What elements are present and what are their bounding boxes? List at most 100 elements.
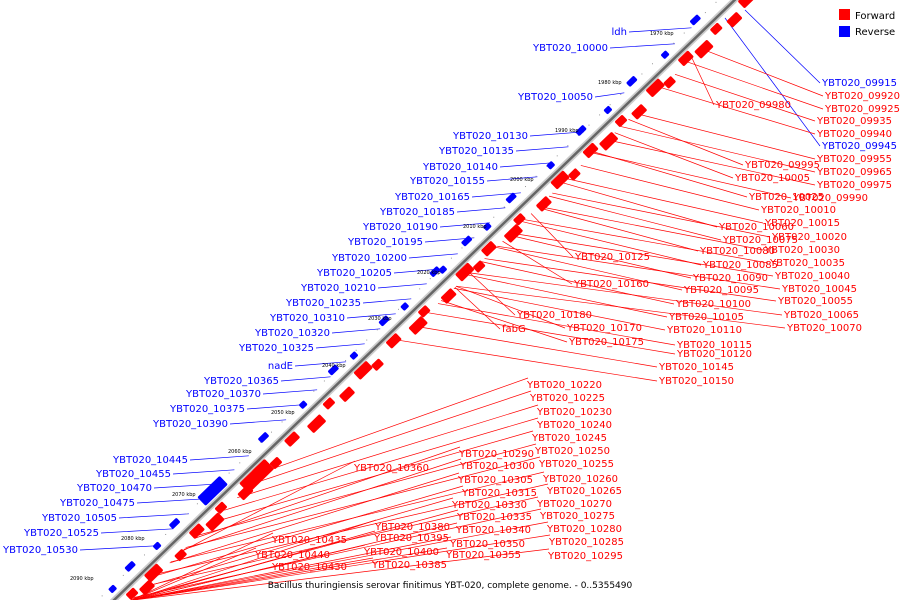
forward-gene	[205, 512, 225, 532]
forward-gene	[322, 397, 335, 410]
leader-line	[522, 221, 702, 266]
leader-line	[158, 483, 549, 574]
reverse-gene	[328, 364, 339, 376]
genome-caption: Bacillus thuringiensis serovar finitimus…	[268, 581, 633, 591]
forward-gene-label: YBT020_10225	[529, 393, 605, 404]
guide-dot	[165, 533, 167, 535]
forward-gene	[615, 115, 627, 127]
leader-line	[130, 559, 274, 600]
forward-gene	[481, 241, 497, 257]
leader-line	[497, 245, 781, 290]
forward-gene	[269, 457, 282, 469]
leader-line	[362, 298, 412, 304]
guide-dot	[419, 288, 421, 290]
leader-line	[130, 521, 549, 600]
reverse-gene-label: YBT020_10390	[152, 419, 228, 430]
guide-dot	[715, 1, 717, 3]
leader-line	[246, 404, 302, 410]
kbp-ticks: 1970 kbp 1980 kbp 1990 kbp 2000 kbp 2010 kbp…	[70, 31, 674, 582]
forward-gene	[144, 563, 163, 583]
reverse-gene-large	[197, 476, 228, 506]
forward-gene	[174, 549, 187, 562]
reverse-gene	[169, 518, 180, 529]
leader-line	[377, 283, 427, 289]
forward-gene	[646, 78, 665, 97]
leader-line	[691, 57, 715, 106]
guide-dot	[524, 186, 526, 188]
guide-dot	[355, 349, 357, 351]
guide-dot	[546, 165, 548, 167]
forward-gene-label: YBT020_10160	[573, 279, 649, 290]
leader-line	[136, 498, 205, 504]
leader-line	[661, 87, 816, 135]
forward-gene-label: YBT020_10350	[449, 539, 525, 550]
guide-dot	[228, 472, 230, 474]
leader-line	[562, 182, 718, 228]
reverse-gene-label: YBT020_10530	[2, 545, 78, 556]
guide-dot	[704, 12, 706, 14]
forward-gene-label: YBT020_10150	[658, 376, 734, 387]
leader-line	[185, 456, 541, 548]
forward-gene-label: YBT020_10080	[699, 246, 775, 257]
forward-gene-label: YBT020_10400	[363, 547, 439, 558]
forward-gene	[189, 523, 205, 539]
guide-dot	[281, 421, 283, 423]
forward-gene	[513, 213, 526, 226]
leader-line	[130, 536, 452, 600]
legend-forward: Forward	[839, 9, 895, 22]
leader-line	[687, 61, 824, 110]
forward-gene-label: YBT020_10110	[666, 325, 742, 336]
kbp-tick-label: 2070 kbp	[172, 492, 196, 498]
guide-dot	[429, 278, 431, 280]
reverse-gene	[153, 541, 162, 550]
kbp-tick-label: 1980 kbp	[598, 80, 622, 86]
forward-gene-label: YBT020_10280	[546, 524, 622, 535]
forward-gene-label: YBT020_09990	[792, 193, 868, 204]
kbp-tick-label: 2040 kbp	[322, 363, 346, 369]
forward-gene	[582, 142, 599, 159]
reverse-gene-label: nadE	[268, 361, 293, 372]
reverse-gene-label: YBT020_10185	[379, 207, 455, 218]
forward-gene	[738, 0, 757, 8]
leader-line	[455, 285, 566, 329]
leader-line	[548, 195, 722, 241]
reverse-gene	[661, 50, 670, 59]
leader-line	[118, 513, 189, 519]
leader-line	[744, 9, 821, 84]
forward-gene-label: YBT020_10125	[574, 252, 650, 263]
guide-dot	[599, 114, 601, 116]
leader-line	[529, 131, 584, 137]
leader-line	[130, 547, 448, 600]
forward-gene	[139, 580, 155, 596]
legend-reverse: Reverse	[839, 26, 895, 38]
reverse-gene	[400, 302, 409, 311]
reverse-gene	[575, 125, 587, 136]
legend-reverse-label: Reverse	[855, 27, 895, 38]
leader-line	[183, 458, 462, 550]
legend-forward-swatch	[839, 9, 850, 20]
forward-gene-label: YBT020_10440	[254, 550, 330, 561]
forward-gene-label: YBT020_10300	[459, 461, 535, 472]
kbp-tick-label: 1970 kbp	[650, 31, 674, 37]
backbone-line	[112, 0, 737, 600]
guide-dot	[472, 237, 474, 239]
forward-gene	[710, 22, 723, 35]
leader-line	[414, 325, 658, 368]
leader-line	[486, 176, 538, 182]
forward-gene-label: YBT020_10040	[774, 271, 850, 282]
leader-line	[408, 253, 458, 259]
guide-dot	[609, 104, 611, 106]
forward-gene-label: YBT020_10245	[531, 433, 607, 444]
reverse-gene-label: YBT020_10235	[285, 298, 361, 309]
reverse-gene	[690, 14, 701, 26]
forward-gene	[386, 333, 402, 349]
forward-gene-label: YBT020_10395	[373, 533, 449, 544]
forward-gene-label: YBT020_09935	[816, 116, 892, 127]
reverse-gene-label: YBT020_10375	[169, 404, 245, 415]
guide-dot	[556, 155, 558, 157]
leader-line	[469, 272, 516, 316]
forward-gene-label: YBT020_10005	[734, 173, 810, 184]
reverse-gene	[461, 235, 472, 247]
leader-line	[130, 557, 374, 600]
